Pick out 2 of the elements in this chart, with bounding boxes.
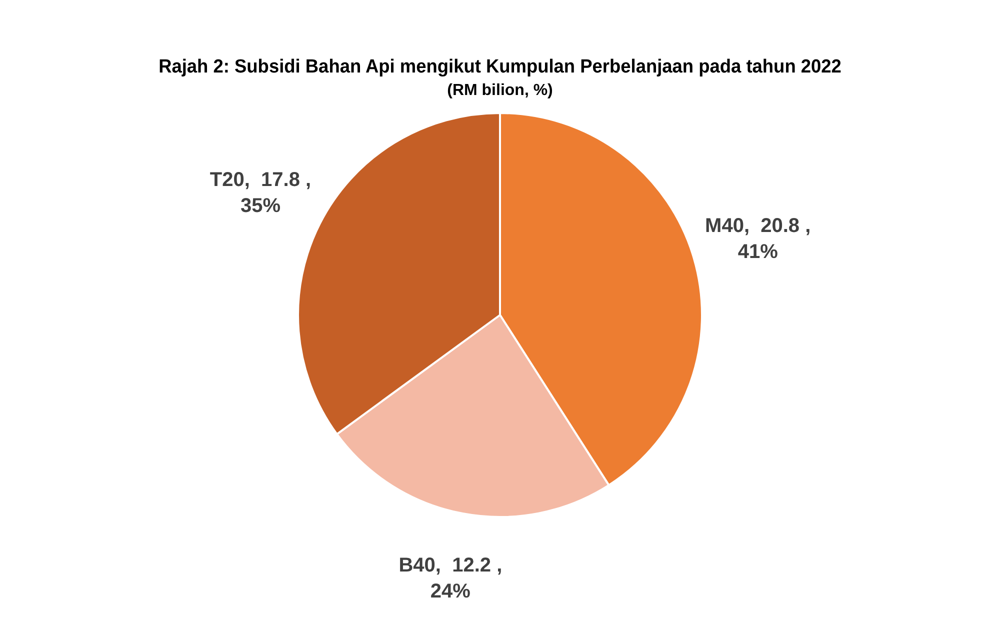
chart-subtitle: (RM bilion, %): [447, 82, 553, 99]
chart-title: Rajah 2: Subsidi Bahan Api mengikut Kumpulan Perbelanjaan pada tahun 2022: [158, 55, 842, 77]
